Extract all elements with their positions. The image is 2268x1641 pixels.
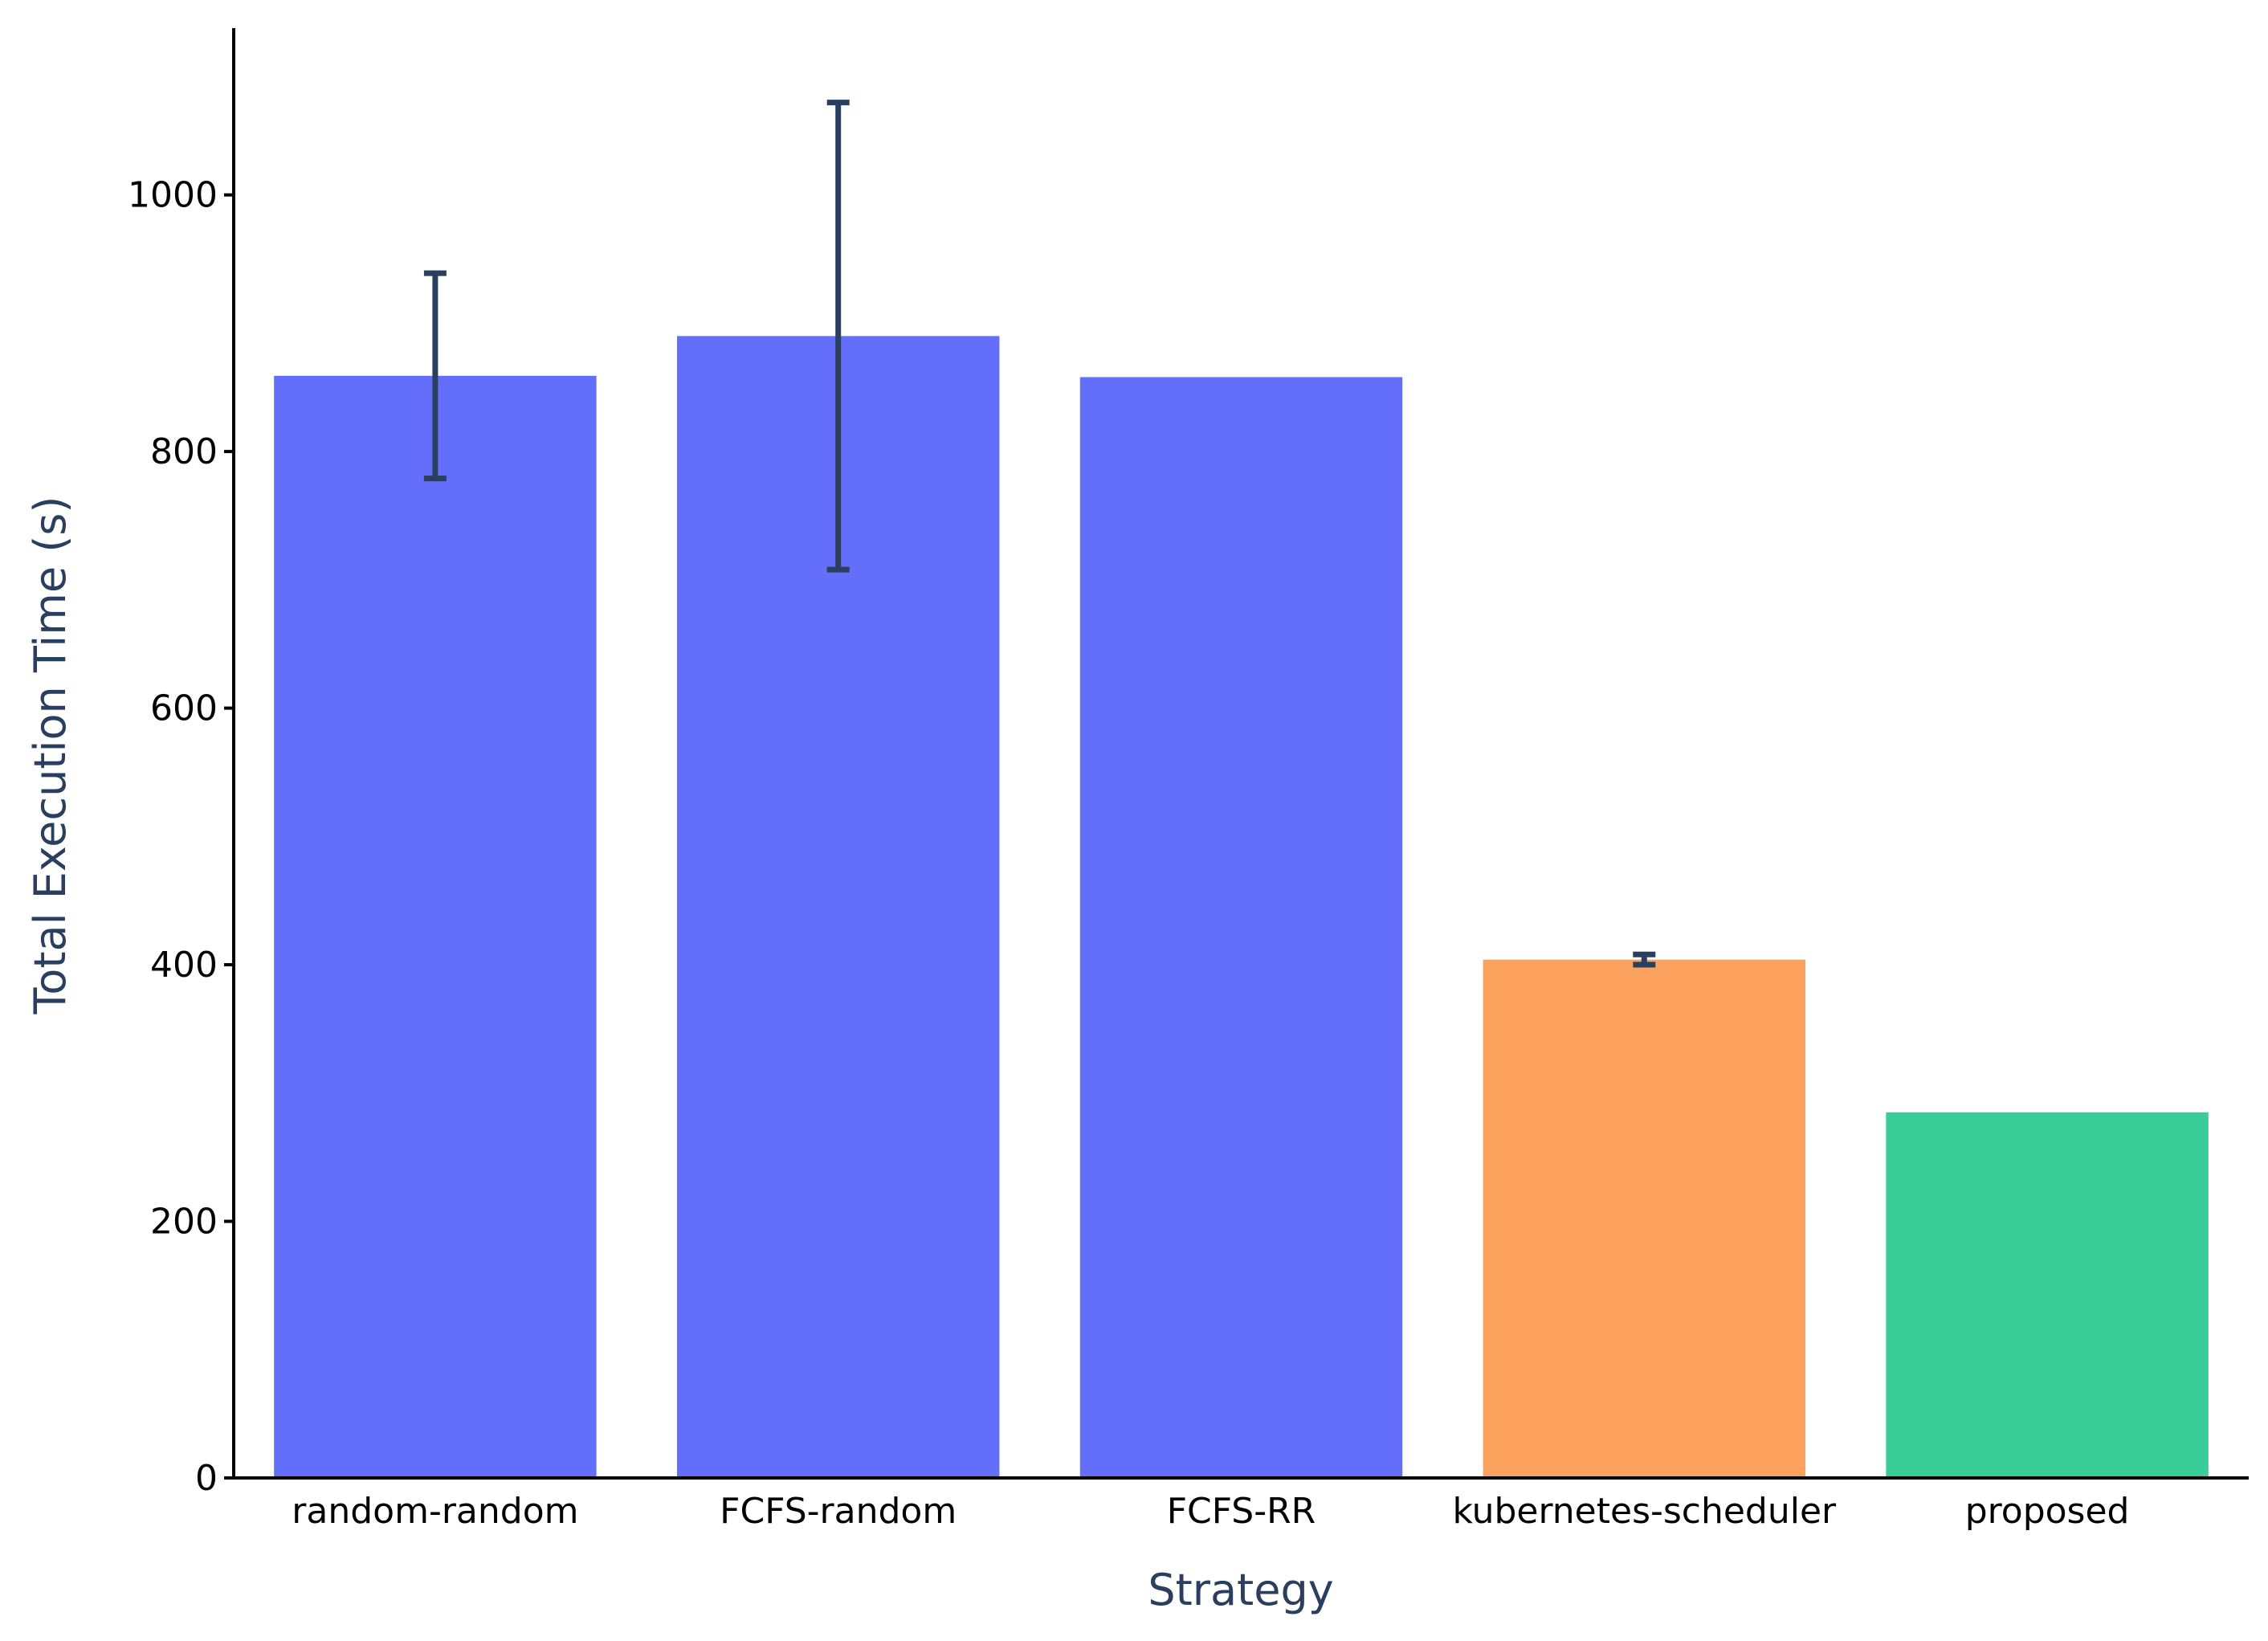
y-tick-label: 600 [150, 688, 218, 729]
bar-FCFS-RR [1079, 377, 1403, 1478]
error-bars-layer [423, 100, 1656, 968]
x-tick-label: FCFS-RR [1167, 1491, 1316, 1532]
bar-random-random [274, 375, 597, 1479]
y-tick-label: 1000 [128, 175, 218, 216]
bar-proposed [1886, 1112, 2209, 1478]
y-tick-label: 400 [150, 945, 218, 986]
x-tick-label: kubernetes-scheduler [1452, 1491, 1837, 1532]
x-axis-title: Strategy [1148, 1565, 1333, 1615]
y-tick-label: 200 [150, 1202, 218, 1243]
tick-labels-layer: random-random FCFS-random FCFS-RR kubernete… [128, 175, 2129, 1532]
y-axis-title: Total Execution Time (s) [25, 496, 75, 1014]
axes-layer [224, 28, 2249, 1480]
bar-kubernetes-scheduler [1483, 959, 1806, 1478]
y-tick-label: 800 [150, 431, 218, 472]
bars-layer [274, 336, 2209, 1479]
x-tick-label: FCFS-random [720, 1491, 957, 1532]
x-tick-label: proposed [1965, 1491, 2130, 1532]
error-bar-random-random [423, 270, 447, 482]
y-tick-label: 0 [195, 1458, 218, 1499]
x-tick-label: random-random [292, 1491, 578, 1532]
error-bar-kubernetes-scheduler [1633, 951, 1656, 968]
error-bar-FCFS-random [826, 100, 850, 573]
